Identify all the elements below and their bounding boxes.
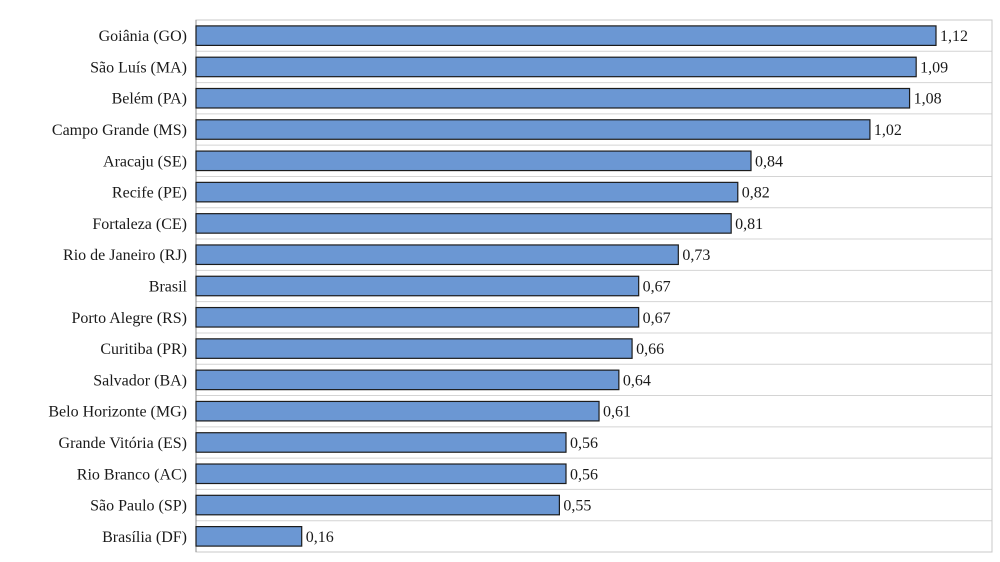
category-label: Belém (PA) (112, 91, 187, 108)
bar (195, 494, 560, 516)
value-label: 0,67 (643, 310, 671, 327)
category-label: Porto Alegre (RS) (71, 310, 187, 327)
value-label: 1,08 (914, 91, 942, 108)
category-label: Recife (PE) (112, 185, 187, 202)
value-labels: 1,12 1,09 1,08 1,02 0,84 0,82 0,81 0,73 0,67 0,67… (306, 28, 968, 546)
value-label: 0,56 (570, 466, 598, 483)
value-label: 0,67 (643, 279, 671, 296)
bar (195, 432, 567, 453)
bar (195, 369, 620, 391)
bar (195, 181, 739, 203)
bar (195, 213, 732, 234)
category-label: Rio Branco (AC) (77, 466, 187, 483)
bar (195, 338, 633, 359)
category-label: Goiânia (GO) (99, 28, 187, 45)
value-label: 0,66 (636, 341, 664, 358)
category-label: Fortaleza (CE) (92, 216, 187, 233)
bars (195, 25, 937, 547)
category-label: Belo Horizonte (MG) (48, 404, 187, 421)
category-label: Campo Grande (MS) (52, 122, 187, 139)
value-label: 0,55 (563, 498, 591, 515)
grid-lines (196, 50, 992, 522)
bar (195, 526, 303, 547)
bar (195, 56, 917, 78)
category-label: Grande Vitória (ES) (59, 435, 187, 452)
bar (195, 244, 679, 266)
value-label: 1,12 (940, 28, 968, 45)
category-label: Rio de Janeiro (RJ) (63, 247, 187, 264)
bar (195, 400, 600, 422)
value-label: 0,16 (306, 529, 334, 546)
category-label: São Paulo (SP) (90, 498, 187, 515)
value-label: 0,84 (755, 153, 783, 170)
value-label: 0,81 (735, 216, 763, 233)
value-label: 1,02 (874, 122, 902, 139)
value-label: 0,82 (742, 185, 770, 202)
bar (195, 25, 937, 46)
bar (195, 150, 752, 172)
value-label: 0,56 (570, 435, 598, 452)
category-label: São Luís (MA) (90, 59, 187, 76)
bar (195, 463, 567, 485)
category-label: Curitiba (PR) (100, 341, 187, 358)
bar (195, 119, 871, 140)
bar (195, 306, 640, 328)
bar (195, 87, 911, 109)
category-label: Salvador (BA) (93, 372, 187, 389)
bar (195, 275, 640, 297)
category-label: Brasília (DF) (102, 529, 187, 546)
category-labels: Goiânia (GO) São Luís (MA) Belém (PA) Campo… (48, 28, 187, 546)
value-label: 1,09 (920, 59, 948, 76)
category-label: Aracaju (SE) (103, 153, 187, 170)
value-label: 0,64 (623, 372, 651, 389)
value-label: 0,73 (682, 247, 710, 264)
value-label: 0,61 (603, 404, 631, 421)
category-label: Brasil (149, 279, 188, 296)
